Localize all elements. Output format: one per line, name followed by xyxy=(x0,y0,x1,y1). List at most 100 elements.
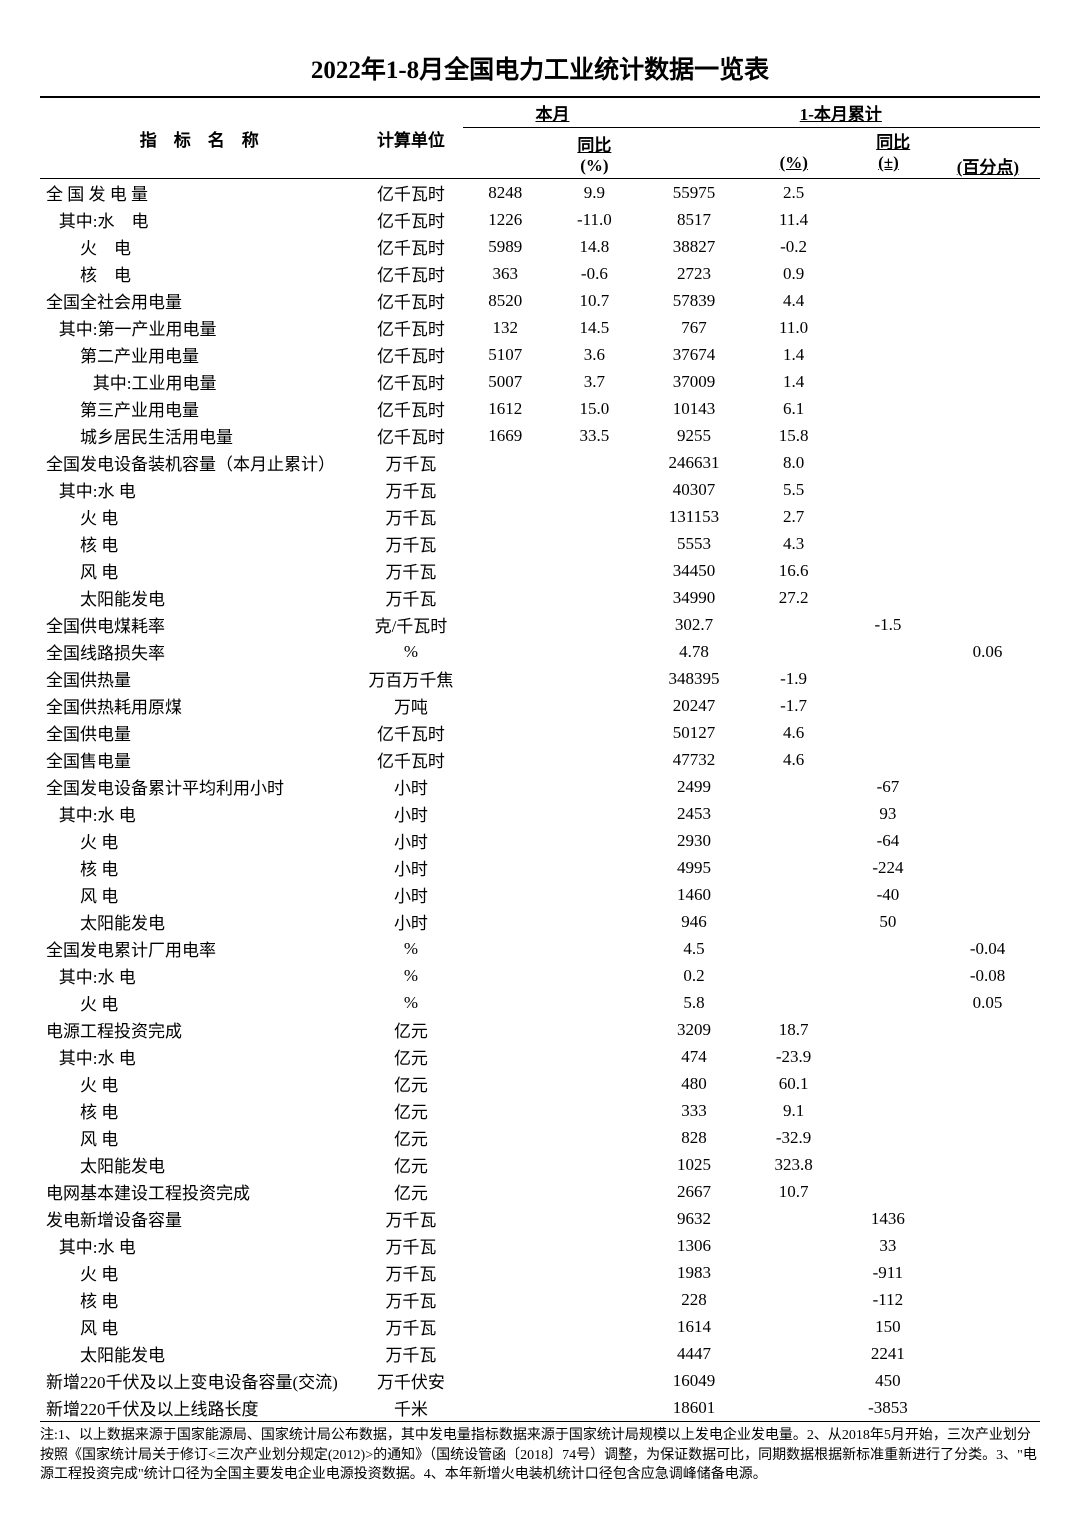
cell-month xyxy=(463,1016,547,1043)
cell-month-yoy xyxy=(547,962,641,989)
cell-cum-pp xyxy=(935,1367,1040,1394)
cell-month xyxy=(463,827,547,854)
cell-month xyxy=(463,1178,547,1205)
cell-cum-pct: 15.8 xyxy=(746,422,840,449)
cell-cum: 38827 xyxy=(642,233,747,260)
cell-cum: 2930 xyxy=(642,827,747,854)
cell-cum-pct xyxy=(746,1259,840,1286)
table-row: 火 电亿千瓦时598914.838827-0.2 xyxy=(40,233,1040,260)
cell-cum-pm xyxy=(841,1151,935,1178)
cell-cum: 55975 xyxy=(642,179,747,207)
cell-cum-pm xyxy=(841,395,935,422)
cell-cum-pp: -0.08 xyxy=(935,962,1040,989)
cell-name: 其中:水 电 xyxy=(40,1043,359,1070)
cell-cum-pct xyxy=(746,854,840,881)
cell-cum-pp xyxy=(935,206,1040,233)
cell-month-yoy xyxy=(547,1178,641,1205)
cell-cum: 0.2 xyxy=(642,962,747,989)
th-empty1 xyxy=(463,128,547,179)
cell-cum: 2723 xyxy=(642,260,747,287)
cell-name: 太阳能发电 xyxy=(40,1340,359,1367)
cell-unit: 亿元 xyxy=(359,1097,464,1124)
cell-month: 363 xyxy=(463,260,547,287)
table-row: 其中:水 电%0.2-0.08 xyxy=(40,962,1040,989)
cell-name: 全国发电设备累计平均利用小时 xyxy=(40,773,359,800)
cell-month-yoy xyxy=(547,449,641,476)
cell-cum-pct xyxy=(746,1205,840,1232)
cell-month-yoy xyxy=(547,773,641,800)
cell-month xyxy=(463,1205,547,1232)
cell-cum-pct: 8.0 xyxy=(746,449,840,476)
cell-cum: 16049 xyxy=(642,1367,747,1394)
cell-month-yoy xyxy=(547,1016,641,1043)
table-row: 核 电小时4995-224 xyxy=(40,854,1040,881)
table-row: 全国售电量亿千瓦时477324.6 xyxy=(40,746,1040,773)
cell-cum-pp xyxy=(935,665,1040,692)
cell-cum: 1025 xyxy=(642,1151,747,1178)
cell-name: 全国发电设备装机容量（本月止累计） xyxy=(40,449,359,476)
cell-cum: 4447 xyxy=(642,1340,747,1367)
cell-unit: 亿千瓦时 xyxy=(359,260,464,287)
cell-month xyxy=(463,584,547,611)
cell-cum-pp xyxy=(935,233,1040,260)
cell-cum-pp: 0.05 xyxy=(935,989,1040,1016)
cell-month-yoy xyxy=(547,1313,641,1340)
cell-cum: 474 xyxy=(642,1043,747,1070)
cell-cum-pm: 150 xyxy=(841,1313,935,1340)
cell-name: 火 电 xyxy=(40,1070,359,1097)
table-row: 太阳能发电万千瓦44472241 xyxy=(40,1340,1040,1367)
table-row: 新增220千伏及以上线路长度千米18601-3853 xyxy=(40,1394,1040,1422)
cell-name: 火 电 xyxy=(40,827,359,854)
cell-cum-pm: 450 xyxy=(841,1367,935,1394)
cell-unit: 万千瓦 xyxy=(359,449,464,476)
th-cumulative: 1-本月累计 xyxy=(642,97,1040,128)
cell-cum: 37009 xyxy=(642,368,747,395)
cell-cum-pm: -67 xyxy=(841,773,935,800)
cell-cum: 4995 xyxy=(642,854,747,881)
cell-unit: 亿千瓦时 xyxy=(359,341,464,368)
table-row: 火 电万千瓦1983-911 xyxy=(40,1259,1040,1286)
cell-month-yoy: 14.8 xyxy=(547,233,641,260)
cell-unit: 万千瓦 xyxy=(359,1259,464,1286)
th-yoy2-pct: (%) xyxy=(746,153,841,178)
th-indicator: 指 标 名 称 xyxy=(40,97,359,179)
cell-cum-pct: 4.3 xyxy=(746,530,840,557)
cell-cum-pct xyxy=(746,1286,840,1313)
cell-cum-pp xyxy=(935,1151,1040,1178)
cell-month xyxy=(463,1097,547,1124)
cell-cum-pct xyxy=(746,908,840,935)
cell-month xyxy=(463,530,547,557)
cell-month xyxy=(463,1070,547,1097)
th-yoy2-pm: (±) xyxy=(841,153,936,178)
cell-cum-pp xyxy=(935,287,1040,314)
cell-name: 核 电 xyxy=(40,1286,359,1313)
cell-unit: 万千瓦 xyxy=(359,1340,464,1367)
cell-unit: 亿千瓦时 xyxy=(359,206,464,233)
cell-cum: 2667 xyxy=(642,1178,747,1205)
table-row: 太阳能发电亿元1025323.8 xyxy=(40,1151,1040,1178)
cell-cum-pm xyxy=(841,1178,935,1205)
cell-name: 电网基本建设工程投资完成 xyxy=(40,1178,359,1205)
cell-cum: 9255 xyxy=(642,422,747,449)
cell-unit: 亿千瓦时 xyxy=(359,314,464,341)
cell-name: 核 电 xyxy=(40,854,359,881)
page-title: 2022年1-8月全国电力工业统计数据一览表 xyxy=(40,50,1040,86)
cell-cum-pm xyxy=(841,1016,935,1043)
cell-cum-pm xyxy=(841,1124,935,1151)
cell-cum-pct: 2.5 xyxy=(746,179,840,207)
cell-month xyxy=(463,638,547,665)
cell-cum-pm xyxy=(841,314,935,341)
cell-cum-pp: 0.06 xyxy=(935,638,1040,665)
cell-cum-pp xyxy=(935,395,1040,422)
cell-name: 太阳能发电 xyxy=(40,908,359,935)
cell-month xyxy=(463,935,547,962)
cell-name: 全国供热耗用原煤 xyxy=(40,692,359,719)
cell-cum: 1306 xyxy=(642,1232,747,1259)
cell-name: 太阳能发电 xyxy=(40,1151,359,1178)
cell-cum-pct xyxy=(746,1367,840,1394)
cell-unit: 小时 xyxy=(359,908,464,935)
cell-month-yoy xyxy=(547,638,641,665)
cell-month xyxy=(463,476,547,503)
cell-name: 其中:工业用电量 xyxy=(40,368,359,395)
table-row: 电网基本建设工程投资完成亿元266710.7 xyxy=(40,1178,1040,1205)
